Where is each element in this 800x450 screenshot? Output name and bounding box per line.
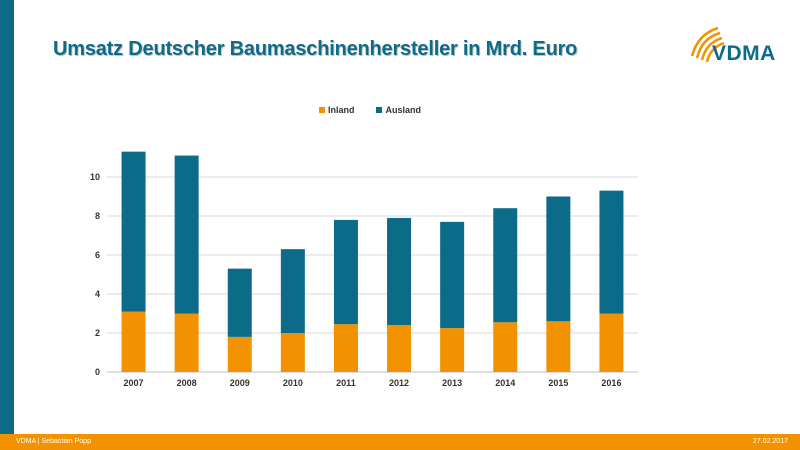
y-tick-label: 0 [95, 367, 100, 377]
x-tick-label: 2013 [442, 378, 462, 388]
x-tick-label: 2015 [548, 378, 568, 388]
footer-date: 27.02.2017 [752, 438, 788, 445]
footer-bar: VDMA | Sebastian Popp 27.02.2017 [0, 434, 800, 450]
legend-label-ausland: Ausland [385, 105, 421, 115]
chart-legend: Inland Ausland [0, 105, 740, 115]
bar-inland-2015 [546, 321, 571, 372]
x-tick-label: 2011 [336, 378, 356, 388]
bar-ausland-2014 [493, 208, 518, 323]
slide-title: Umsatz Deutscher Baumaschinenhersteller … [53, 38, 578, 60]
bar-ausland-2016 [599, 190, 624, 314]
left-accent-bar [0, 0, 14, 434]
bar-inland-2009 [227, 336, 252, 372]
legend-label-inland: Inland [327, 105, 355, 115]
bar-inland-2013 [440, 328, 465, 372]
bar-inland-2014 [493, 322, 518, 372]
bar-ausland-2013 [440, 221, 465, 329]
footer-author: VDMA | Sebastian Popp [16, 438, 91, 445]
bar-inland-2007 [121, 311, 146, 372]
logo-arc-icon [690, 26, 725, 63]
bar-inland-2012 [387, 325, 412, 372]
bar-inland-2010 [280, 333, 305, 372]
legend-item-ausland: Ausland [376, 105, 421, 115]
logo-text: VDMA [712, 42, 776, 65]
bar-inland-2016 [599, 313, 624, 372]
y-tick-label: 6 [95, 250, 100, 260]
bar-ausland-2015 [546, 196, 571, 322]
bar-ausland-2012 [387, 217, 412, 326]
y-tick-label: 2 [95, 328, 100, 338]
bar-ausland-2007 [121, 151, 146, 312]
x-tick-label: 2008 [177, 378, 197, 388]
bar-ausland-2009 [227, 268, 252, 337]
stacked-bar-chart: 0 2 4 6 8 10 2007 2008 2009 2010 2011 2012 2013 2014 2… [90, 151, 638, 388]
y-tick-label: 10 [90, 172, 100, 182]
vdma-logo: VDMA [684, 24, 794, 86]
legend-swatch-ausland [376, 107, 383, 113]
x-tick-label: 2012 [389, 378, 409, 388]
x-tick-label: 2009 [230, 378, 250, 388]
y-tick-label: 4 [95, 289, 100, 299]
bar-ausland-2008 [174, 155, 199, 314]
bar-ausland-2010 [280, 249, 305, 333]
legend-swatch-inland [318, 107, 325, 113]
x-tick-label: 2007 [124, 378, 144, 388]
legend-item-inland: Inland [318, 105, 355, 115]
x-tick-label: 2016 [601, 378, 621, 388]
bar-inland-2008 [174, 313, 199, 372]
x-tick-label: 2014 [495, 378, 515, 388]
y-tick-label: 8 [95, 211, 100, 221]
bar-inland-2011 [333, 324, 358, 372]
x-tick-label: 2010 [283, 378, 303, 388]
bar-ausland-2011 [333, 219, 358, 325]
